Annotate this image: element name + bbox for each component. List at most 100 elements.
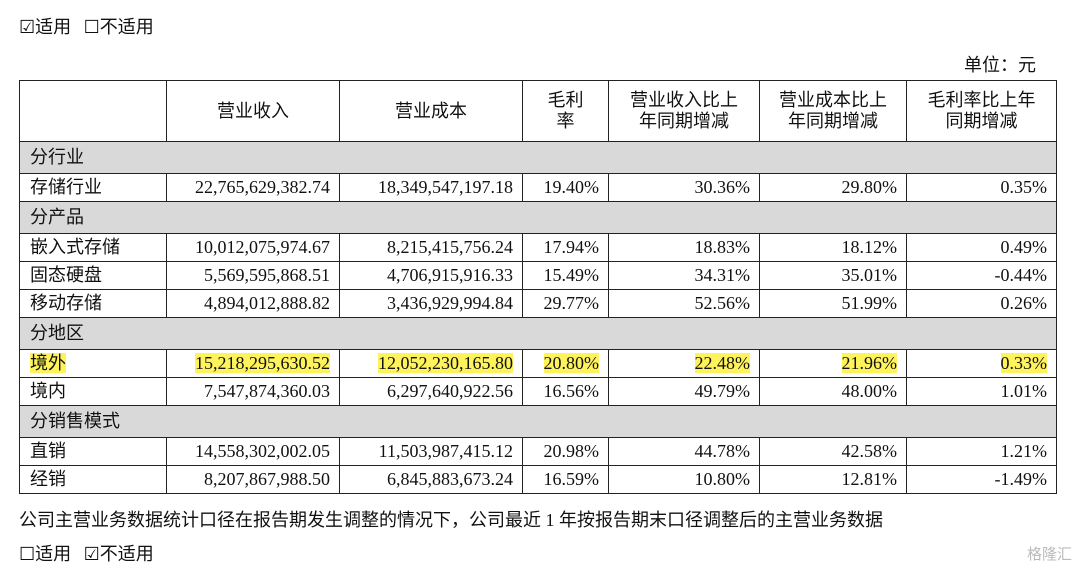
cell-text: 21.96% bbox=[841, 353, 897, 373]
data-row: 嵌入式存储 10,012,075,974.67 8,215,415,756.24 17… bbox=[19, 233, 1057, 262]
section-title: 分地区 bbox=[19, 317, 1057, 350]
cell-text: 存储行业 bbox=[30, 177, 102, 197]
header-cell: 毛利率 bbox=[522, 80, 609, 142]
cell-value: 0.33% bbox=[906, 349, 1057, 378]
row-label: 经销 bbox=[19, 465, 167, 494]
cell-text: -0.44% bbox=[994, 265, 1048, 285]
cell-value: 34.31% bbox=[608, 261, 760, 290]
cell-text: 3,436,929,994.84 bbox=[387, 293, 513, 313]
cell-value: 21.96% bbox=[759, 349, 907, 378]
cell-text: 44.78% bbox=[694, 441, 751, 461]
header-cell: 毛利率比上年同期增减 bbox=[906, 80, 1057, 142]
cell-value: 51.99% bbox=[759, 289, 907, 318]
cell-text: 17.94% bbox=[543, 237, 600, 257]
cell-text: 51.99% bbox=[841, 293, 898, 313]
cell-text: 16.56% bbox=[543, 381, 600, 401]
header-cell: 营业成本比上年同期增减 bbox=[759, 80, 907, 142]
cell-text: 22,765,629,382.74 bbox=[195, 177, 330, 197]
cell-text: 8,207,867,988.50 bbox=[204, 469, 330, 489]
cell-value: 18.83% bbox=[608, 233, 760, 262]
cell-text: 固态硬盘 bbox=[30, 265, 102, 285]
cell-value: 15.49% bbox=[522, 261, 609, 290]
cell-value: 15,218,295,630.52 bbox=[166, 349, 340, 378]
cell-value: 29.80% bbox=[759, 173, 907, 202]
data-row: 移动存储 4,894,012,888.82 3,436,929,994.84 29.7… bbox=[19, 289, 1057, 318]
cell-text: 境外 bbox=[30, 353, 66, 373]
cell-value: 20.98% bbox=[522, 437, 609, 466]
cell-text: 20.98% bbox=[543, 441, 600, 461]
cell-value: 29.77% bbox=[522, 289, 609, 318]
cell-text: 4,894,012,888.82 bbox=[204, 293, 330, 313]
row-label: 直销 bbox=[19, 437, 167, 466]
cell-value: 52.56% bbox=[608, 289, 760, 318]
cell-value: 48.00% bbox=[759, 377, 907, 406]
cell-value: 18,349,547,197.18 bbox=[339, 173, 523, 202]
cell-text: 18.12% bbox=[841, 237, 898, 257]
cell-value: 12,052,230,165.80 bbox=[339, 349, 523, 378]
section-title: 分行业 bbox=[19, 141, 1057, 174]
cell-value: 42.58% bbox=[759, 437, 907, 466]
cell-text: 境内 bbox=[30, 381, 66, 401]
cell-value: 10,012,075,974.67 bbox=[166, 233, 340, 262]
cell-text: 29.77% bbox=[543, 293, 600, 313]
cell-text: 34.31% bbox=[694, 265, 751, 285]
row-label: 移动存储 bbox=[19, 289, 167, 318]
section-row: 分行业 bbox=[19, 141, 1057, 174]
option-not-applicable: ☐不适用 bbox=[83, 17, 154, 37]
cell-value: 22.48% bbox=[608, 349, 760, 378]
row-label: 嵌入式存储 bbox=[19, 233, 167, 262]
data-row: 固态硬盘 5,569,595,868.51 4,706,915,916.33 15.4… bbox=[19, 261, 1057, 290]
cell-text: 29.80% bbox=[841, 177, 898, 197]
cell-value: 49.79% bbox=[608, 377, 760, 406]
cell-text: 49.79% bbox=[694, 381, 751, 401]
row-label: 境内 bbox=[19, 377, 167, 406]
cell-text: 15.49% bbox=[543, 265, 600, 285]
cell-value: 0.49% bbox=[906, 233, 1057, 262]
cell-text: 0.49% bbox=[1000, 237, 1048, 257]
cell-value: 12.81% bbox=[759, 465, 907, 494]
cell-text: 4,706,915,916.33 bbox=[387, 265, 513, 285]
cell-text: 18,349,547,197.18 bbox=[378, 177, 513, 197]
data-row: 境外 15,218,295,630.52 12,052,230,165.80 20.8… bbox=[19, 349, 1057, 378]
cell-value: 5,569,595,868.51 bbox=[166, 261, 340, 290]
cell-value: -1.49% bbox=[906, 465, 1057, 494]
cell-value: 14,558,302,002.05 bbox=[166, 437, 340, 466]
watermark: 格隆汇 bbox=[1026, 545, 1072, 563]
cell-text: 1.01% bbox=[1000, 381, 1048, 401]
note: 公司主营业务数据统计口径在报告期发生调整的情况下，公司最近 1 年按报告期末口径… bbox=[19, 510, 883, 530]
cell-value: 1.01% bbox=[906, 377, 1057, 406]
cell-text: 42.58% bbox=[841, 441, 898, 461]
section-row: 分地区 bbox=[19, 317, 1057, 350]
cell-text: 20.80% bbox=[543, 353, 599, 373]
cell-text: 22.48% bbox=[694, 353, 750, 373]
cell-value: 44.78% bbox=[608, 437, 760, 466]
revenue-table: 营业收入 营业成本 毛利率 营业收入比上年同期增减 营业成本比上年同期增减 毛利率比上年同… bbox=[19, 80, 1057, 494]
cell-value: 20.80% bbox=[522, 349, 609, 378]
cell-value: 16.59% bbox=[522, 465, 609, 494]
section-row: 分销售模式 bbox=[19, 405, 1057, 438]
cell-text: 5,569,595,868.51 bbox=[204, 265, 330, 285]
header-cell: 营业成本 bbox=[339, 80, 523, 142]
cell-text: 10.80% bbox=[694, 469, 751, 489]
cell-text: 11,503,987,415.12 bbox=[378, 441, 513, 461]
cell-text: 48.00% bbox=[841, 381, 898, 401]
cell-value: 6,845,883,673.24 bbox=[339, 465, 523, 494]
cell-text: 经销 bbox=[30, 469, 66, 489]
cell-text: 7,547,874,360.03 bbox=[204, 381, 330, 401]
cell-value: 4,706,915,916.33 bbox=[339, 261, 523, 290]
cell-text: 12.81% bbox=[841, 469, 898, 489]
cell-text: 16.59% bbox=[543, 469, 600, 489]
option-applicable: ☐适用 bbox=[19, 544, 72, 564]
top-options: ☑适用 ☐不适用 bbox=[19, 13, 154, 39]
cell-value: 7,547,874,360.03 bbox=[166, 377, 340, 406]
option-applicable: ☑适用 bbox=[19, 17, 72, 37]
cell-text: 30.36% bbox=[694, 177, 751, 197]
cell-text: 直销 bbox=[30, 441, 66, 461]
cell-value: 4,894,012,888.82 bbox=[166, 289, 340, 318]
header-cell bbox=[19, 80, 167, 142]
cell-text: 8,215,415,756.24 bbox=[387, 237, 513, 257]
cell-value: 1.21% bbox=[906, 437, 1057, 466]
cell-value: 19.40% bbox=[522, 173, 609, 202]
cell-text: 14,558,302,002.05 bbox=[195, 441, 330, 461]
